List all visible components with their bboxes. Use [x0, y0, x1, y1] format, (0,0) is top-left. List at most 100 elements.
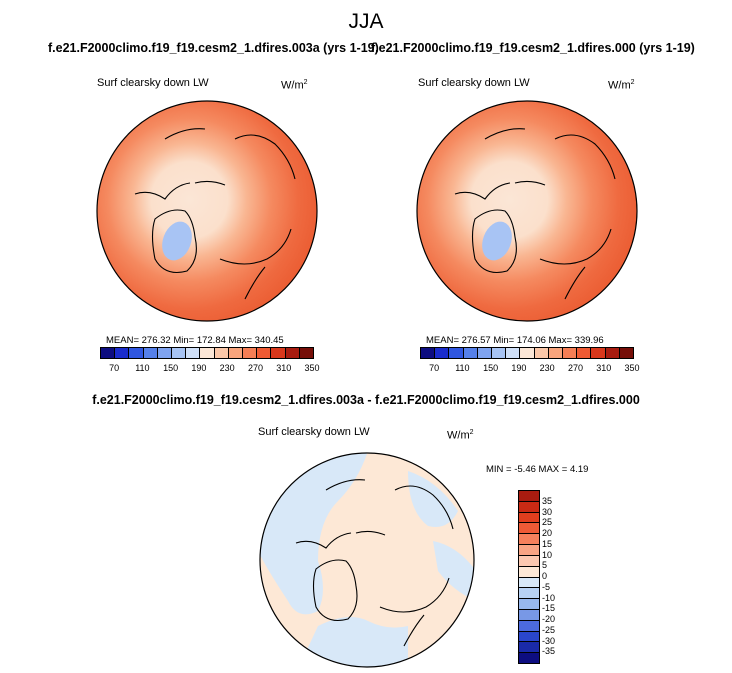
colorbar-swatch	[519, 566, 539, 578]
colorbar-tick-label: 5	[542, 560, 548, 571]
colorbar-swatch	[115, 348, 130, 358]
colorbar-swatch	[257, 348, 272, 358]
colorbar-tick-label: 230	[539, 363, 555, 373]
colorbar-tick-label: 150	[163, 363, 179, 373]
season-title: JJA	[348, 10, 384, 33]
colorbar-tick-label: 270	[247, 363, 263, 373]
difference-title: f.e21.F2000climo.f19_f19.cesm2_1.dfires.…	[92, 393, 640, 407]
colorbar-swatch	[519, 523, 539, 535]
colorbar-swatch	[243, 348, 258, 358]
variable-label-right: Surf clearsky down LW	[418, 77, 530, 89]
colorbar-tick-label: -5	[542, 581, 551, 592]
colorbar-swatch	[563, 348, 578, 358]
colorbar-swatch	[101, 348, 116, 358]
colorbar-ticks-left: 70 110 150 190 230 270 310 350	[100, 363, 319, 375]
colorbar-swatch	[519, 491, 539, 502]
colorbar-swatch	[519, 534, 539, 546]
colorbar-tick-label: 30	[542, 506, 553, 517]
colorbar-swatch	[519, 631, 539, 643]
colorbar-swatch	[519, 609, 539, 621]
stats-diff: MIN = -5.46 MAX = 4.19	[486, 464, 589, 475]
colorbar-swatch	[519, 599, 539, 610]
colorbar-tick-label: 35	[542, 495, 553, 506]
colorbar-swatch	[519, 501, 539, 513]
colorbar-tick-label: 25	[542, 517, 553, 528]
colorbar-swatch	[157, 348, 173, 358]
negative-anomaly-areas	[260, 453, 474, 667]
colorbar-swatch	[519, 653, 539, 663]
colorbar-swatch	[463, 348, 478, 358]
colorbar-swatch	[605, 348, 620, 358]
variable-label-diff: Surf clearsky down LW	[258, 426, 370, 438]
colorbar-swatch	[534, 348, 549, 358]
colorbar-swatch	[214, 348, 229, 358]
colorbar-tick-label: 350	[304, 363, 320, 373]
stats-left: MEAN= 276.32 Min= 172.84 Max= 340.45	[106, 335, 284, 346]
colorbar-swatch	[591, 348, 606, 358]
variable-label-left: Surf clearsky down LW	[97, 77, 209, 89]
colorbar-swatch	[519, 512, 539, 524]
colorbar-swatch	[492, 348, 507, 358]
colorbar-swatch	[477, 348, 493, 358]
colorbar-swatch	[200, 348, 215, 358]
colorbar-tick-label: 110	[455, 363, 470, 373]
colorbar-tick-label: 310	[276, 363, 292, 373]
colorbar-ticks-diff: 35 30 25 20 15 10 5 0 -5 -10 -15 -20 -25 -30 -35	[542, 490, 572, 662]
case-title-left: f.e21.F2000climo.f19_f19.cesm2_1.dfires.…	[48, 41, 379, 55]
colorbar-tick-label: 190	[511, 363, 527, 373]
polar-map-left	[96, 100, 318, 322]
colorbar-swatch	[271, 348, 286, 358]
greenland-cold-area-right	[482, 221, 512, 261]
colorbar-tick-label: 150	[483, 363, 499, 373]
colorbar-tick-label: 310	[596, 363, 612, 373]
colorbar-swatch	[519, 588, 539, 600]
colorbar-ticks-right: 70 110 150 190 230 270 310 350	[420, 363, 639, 375]
colorbar-swatch	[285, 348, 300, 358]
colorbar-swatch	[519, 545, 539, 556]
colorbar-tick-label: 190	[191, 363, 207, 373]
colorbar-tick-label: -10	[542, 592, 556, 603]
colorbar-tick-label: -35	[542, 646, 556, 657]
colorbar-swatch	[520, 348, 535, 358]
colorbar-diff	[518, 490, 540, 664]
colorbar-tick-label: -20	[542, 614, 556, 624]
colorbar-swatch	[143, 348, 158, 358]
colorbar-swatch	[519, 620, 539, 632]
colorbar-swatch	[577, 348, 592, 358]
units-label-diff: W/m2	[447, 429, 474, 442]
map-disc-left	[96, 100, 318, 322]
colorbar-swatch	[228, 348, 244, 358]
colorbar-tick-label: 70	[109, 363, 120, 373]
units-label-left: W/m2	[281, 79, 308, 92]
colorbar-swatch	[449, 348, 464, 358]
coastlines-right	[454, 128, 616, 300]
colorbar-swatch	[186, 348, 201, 358]
colorbar-swatch	[129, 348, 144, 358]
stats-right: MEAN= 276.57 Min= 174.06 Max= 339.96	[426, 335, 604, 346]
colorbar-tick-label: -15	[542, 603, 556, 614]
greenland-cold-area	[162, 221, 192, 261]
colorbar-tick-label: 10	[542, 549, 553, 560]
coastlines-left	[134, 128, 296, 300]
colorbar-right	[420, 347, 634, 359]
colorbar-tick-label: 270	[567, 363, 583, 373]
polar-map-diff	[259, 452, 475, 668]
colorbar-tick-label: 20	[542, 528, 553, 538]
colorbar-swatch	[519, 577, 539, 589]
colorbar-left	[100, 347, 314, 359]
colorbar-tick-label: -30	[542, 635, 556, 646]
colorbar-swatch	[519, 642, 539, 654]
colorbar-swatch	[172, 348, 187, 358]
colorbar-swatch	[435, 348, 450, 358]
map-disc-right	[416, 100, 638, 322]
colorbar-tick-label: -25	[542, 624, 556, 635]
colorbar-tick-label: 70	[429, 363, 440, 373]
colorbar-swatch	[548, 348, 564, 358]
units-label-right: W/m2	[608, 79, 635, 92]
colorbar-swatch	[506, 348, 521, 358]
colorbar-tick-label: 110	[135, 363, 150, 373]
colorbar-swatch	[421, 348, 436, 358]
polar-map-right	[416, 100, 638, 322]
colorbar-swatch	[299, 348, 314, 358]
colorbar-tick-label: 350	[624, 363, 640, 373]
